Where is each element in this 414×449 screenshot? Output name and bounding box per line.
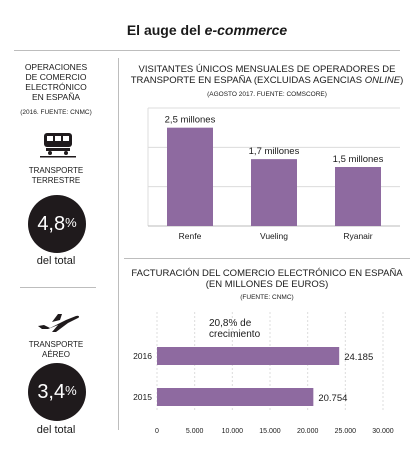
category-label: 2015 [133,392,152,402]
data-label: 1,5 millones [333,154,384,165]
item-label-line: TERRESTRE [31,176,81,185]
category-label: Renfe [179,231,202,241]
chart2-title: FACTURACIÓN DEL COMERCIO ELECTRÓNICO EN … [124,268,410,290]
chart2-title-line: (EN MILLONES DE EUROS) [205,279,329,290]
data-label: 24.185 [344,352,373,363]
data-label: 1,7 millones [249,146,300,157]
chart1-title-close: ) [400,75,404,86]
share-caption: del total [36,255,76,267]
share-circle-land: 4,8% [28,195,86,253]
chart-divider [124,258,410,259]
title-text: El auge del [126,22,205,38]
bar [335,167,381,226]
tick-label: 20.000 [297,428,319,435]
growth-annotation-line: 20,8% de [209,318,252,329]
left-heading: OPERACIONES DE COMERCIO ELECTRÓNICO EN E… [0,62,112,102]
chart1-title-line: TRANSPORTE EN ESPAÑA (EXCLUIDAS AGENCIAS [130,75,365,86]
chart1-title: VISITANTES ÚNICOS MENSUALES DE OPERADORE… [124,64,410,86]
growth-annotation: 20,8% de crecimiento [209,318,260,340]
data-label: 2,5 millones [165,115,216,126]
share-unit: % [65,214,77,230]
share-unit: % [65,382,77,398]
share-caption: del total [36,424,76,436]
share-value: 4,8 [37,212,66,235]
item-label-air: TRANSPORTE AÉREO [0,340,112,360]
chart1-title-line: VISITANTES ÚNICOS MENSUALES DE OPERADORE… [138,64,396,75]
left-divider [20,287,96,288]
growth-annotation-line: crecimiento [209,329,261,340]
chart2-subtitle: (FUENTE: CNMC) [240,294,294,301]
item-label-line: AÉREO [41,350,70,359]
left-heading-line: EN ESPAÑA [31,92,81,102]
left-heading-line: ELECTRÓNICO [25,82,87,92]
share-value: 3,4 [37,380,66,403]
title-italic: e-commerce [204,22,288,38]
train-icon [40,133,76,158]
title-divider [14,50,400,51]
category-label: 2016 [133,351,152,361]
bar [167,127,213,226]
category-label: Ryanair [343,231,372,241]
left-heading-line: OPERACIONES [24,62,88,72]
tick-label: 10.000 [222,428,244,435]
tick-label: 15.000 [259,428,281,435]
bar [157,388,314,406]
airplane-icon [38,314,80,332]
item-label-line: TRANSPORTE [28,166,84,175]
bar [251,159,297,226]
column-divider [118,58,119,430]
share-circle-air: 3,4% [28,363,86,421]
page-title: El auge del e-commerce [0,22,414,38]
item-label-land: TRANSPORTE TERRESTRE [0,166,112,186]
data-label: 20.754 [318,393,347,404]
left-source: (2016. FUENTE: CNMC) [20,109,92,116]
tick-label: 5.000 [186,428,204,435]
chart1-title-italic: ONLINE [364,75,401,86]
bar [157,347,340,365]
category-label: Vueling [260,231,288,241]
chart1-subtitle: (AGOSTO 2017. FUENTE: COMSCORE) [207,91,327,98]
tick-label: 30.000 [372,428,394,435]
tick-label: 25.000 [335,428,357,435]
item-label-line: TRANSPORTE [28,340,84,349]
left-heading-line: DE COMERCIO [25,72,87,82]
tick-label: 0 [155,428,159,435]
chart2-title-line: FACTURACIÓN DEL COMERCIO ELECTRÓNICO EN … [131,268,403,279]
